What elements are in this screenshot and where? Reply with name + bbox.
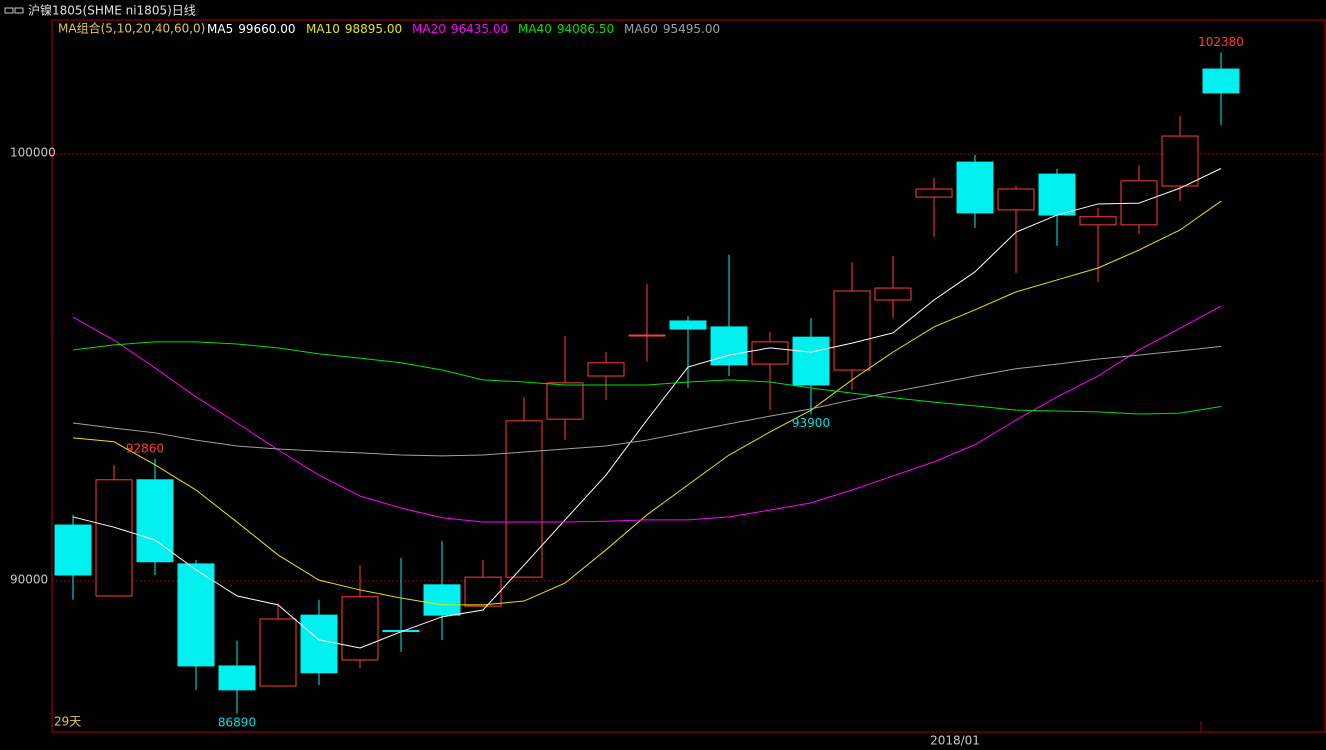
candle-body	[505, 420, 543, 578]
candle-body	[341, 596, 379, 661]
legend-name: MA5	[207, 22, 233, 36]
chart-title: 沪镍1805(SHME ni1805)日线	[28, 4, 196, 18]
candle-body	[874, 287, 912, 301]
legend-entry: MA20 96435.00	[412, 22, 508, 36]
legend-value: 99660.00	[238, 22, 295, 36]
candle-body	[177, 563, 215, 667]
ma-line	[72, 305, 1222, 523]
legend-name: MA10	[306, 22, 340, 36]
legend-entry: MA60 95495.00	[624, 22, 720, 36]
candle-body	[259, 618, 297, 687]
legend-name: MA20	[412, 22, 446, 36]
legend-value: 94086.50	[557, 22, 614, 36]
extreme-label: 92860	[126, 441, 164, 455]
title-icon	[4, 7, 24, 14]
candle-body	[300, 614, 338, 674]
candle-body	[546, 382, 584, 420]
candle-body	[997, 188, 1035, 211]
ma-line	[72, 345, 1222, 457]
candle-body	[915, 188, 953, 198]
x-tick-label: 2018/01	[930, 734, 980, 748]
candle-body	[956, 161, 994, 214]
candle-body	[833, 290, 871, 371]
candle-body	[136, 479, 174, 563]
indicator-label: MA组合(5,10,20,40,60,0)	[58, 21, 205, 36]
candle-body	[423, 584, 461, 616]
extreme-label: 86890	[218, 715, 256, 729]
extreme-label: 102380	[1198, 35, 1244, 49]
candle-body	[792, 336, 830, 386]
ma-line	[72, 200, 1222, 606]
extreme-label: 93900	[792, 416, 830, 430]
candle-body	[95, 479, 133, 597]
legend-name: MA40	[518, 22, 552, 36]
legend-entry: MA10 98895.00	[306, 22, 402, 36]
y-tick-label: 90000	[10, 572, 48, 586]
candle-body	[628, 334, 666, 337]
legend-entry: MA5 99660.00	[207, 22, 295, 36]
count-label: 29天	[54, 715, 81, 729]
candle-body	[1038, 173, 1076, 216]
candle-body	[669, 320, 707, 330]
candle-body	[54, 524, 92, 576]
candle-body	[751, 341, 789, 365]
legend-value: 95495.00	[663, 22, 720, 36]
legend-entry: MA40 94086.50	[518, 22, 614, 36]
plot-frame	[51, 19, 1326, 733]
legend-value: 98895.00	[345, 22, 402, 36]
candle-body	[1202, 68, 1240, 94]
ma-line	[72, 168, 1222, 649]
candle-body	[464, 576, 502, 607]
candle-body	[587, 362, 625, 377]
y-tick-label: 100000	[10, 145, 56, 159]
candle-body	[1161, 135, 1199, 187]
ma-line	[72, 341, 1222, 415]
legend-value: 96435.00	[451, 22, 508, 36]
legend-name: MA60	[624, 22, 658, 36]
candle-body	[218, 665, 256, 691]
candle-body	[1079, 216, 1117, 226]
